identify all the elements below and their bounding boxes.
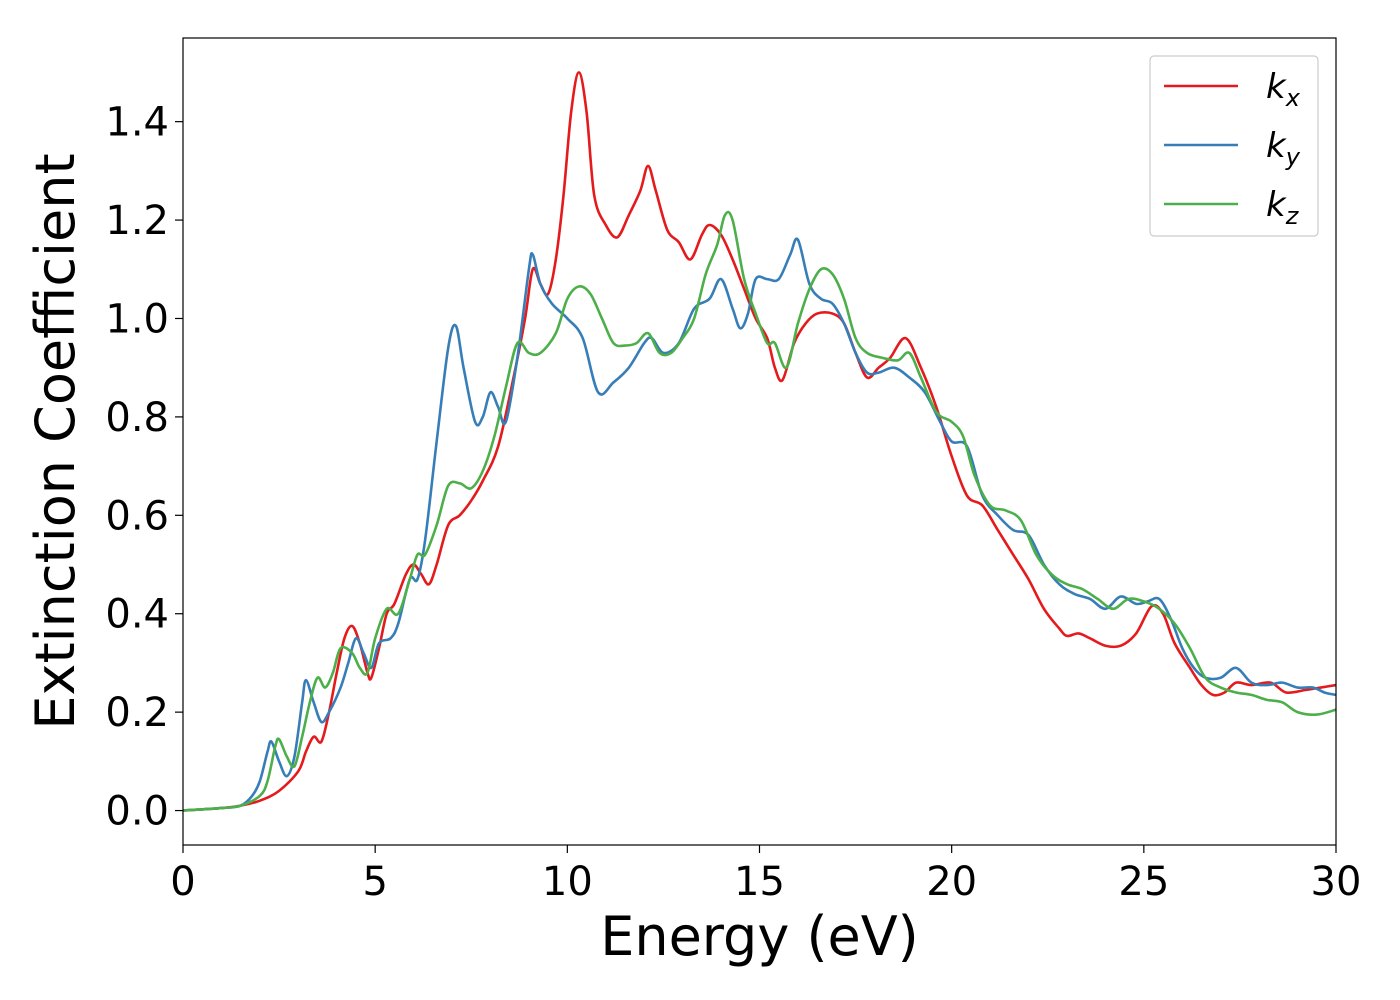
legend-label-ky: ky [1266, 126, 1301, 171]
y-tick-label: 0.4 [105, 592, 169, 638]
legend-label-kx: kx [1266, 67, 1301, 112]
x-tick-label: 30 [1311, 859, 1362, 905]
ticks-layer: 0 5 10 15 20 25 30 0.0 0.2 0.4 0.6 0.8 1.0 1.2 1.4 [105, 100, 1361, 905]
x-axis-label: Energy (eV) [600, 905, 919, 968]
y-tick-label: 1.0 [105, 296, 169, 342]
series-layer [183, 71, 1336, 812]
y-tick-label: 0.8 [105, 395, 169, 441]
series-line-ky [183, 237, 1336, 812]
x-tick-label: 5 [362, 859, 387, 905]
x-tick-label: 25 [1118, 859, 1169, 905]
y-axis-label: Extinction Coefficient [24, 153, 87, 729]
x-tick-label: 15 [734, 859, 785, 905]
x-tick-label: 20 [926, 859, 977, 905]
series-line-kz [183, 210, 1336, 812]
y-tick-label: 0.6 [105, 493, 169, 539]
x-tick-label: 0 [170, 859, 195, 905]
y-tick-label: 1.4 [105, 100, 169, 146]
legend: kx ky kz [1149, 55, 1319, 237]
y-tick-label: 0.0 [105, 789, 169, 835]
y-tick-label: 1.2 [105, 198, 169, 244]
legend-label-kz: kz [1266, 185, 1300, 230]
x-tick-label: 10 [542, 859, 593, 905]
y-tick-label: 0.2 [105, 690, 169, 736]
